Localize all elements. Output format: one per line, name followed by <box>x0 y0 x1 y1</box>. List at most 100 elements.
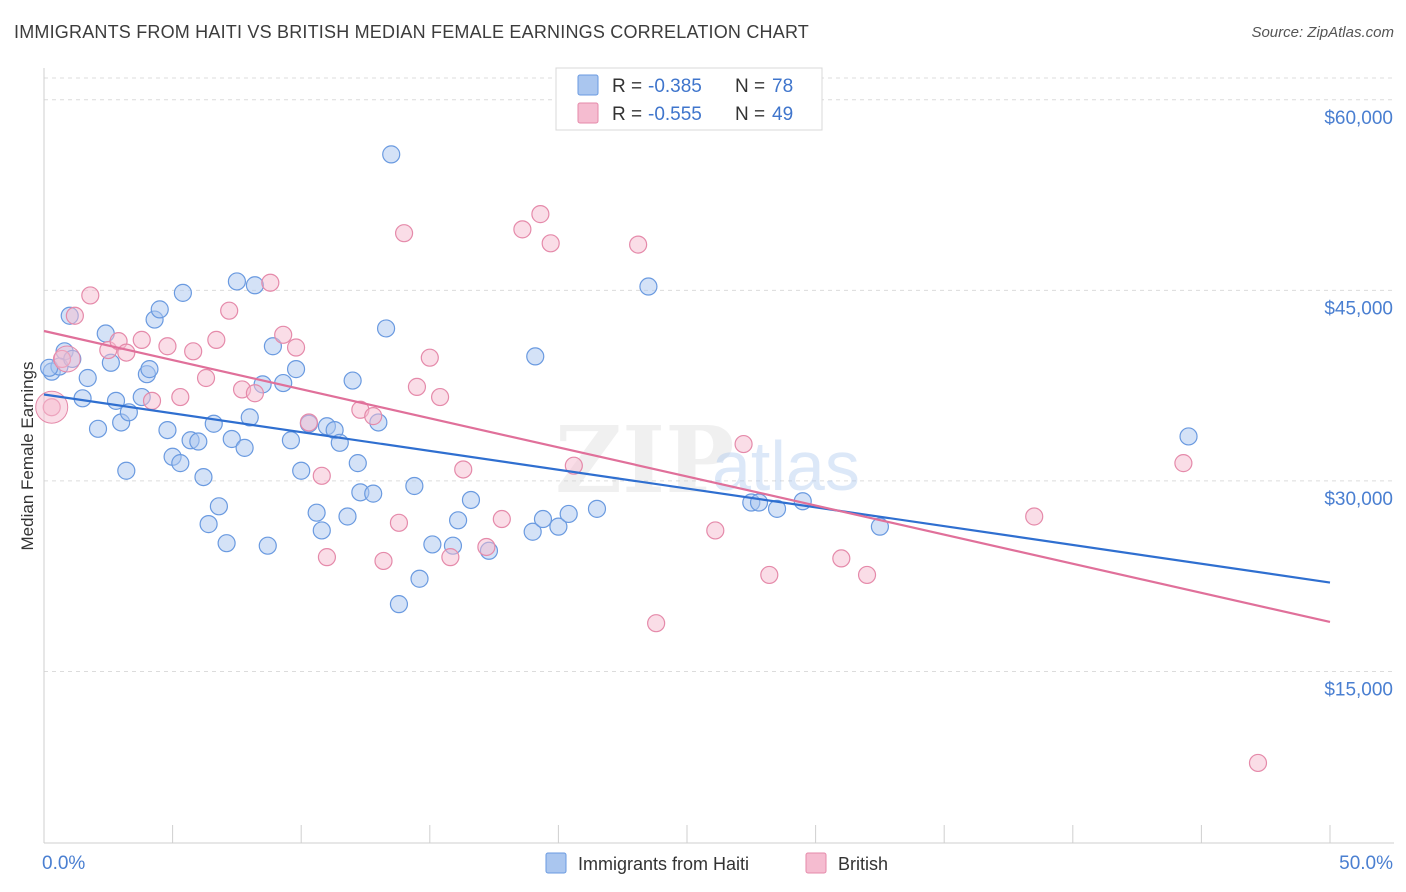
point-s0-65 <box>523 522 542 541</box>
point-s1-12 <box>196 368 216 388</box>
point-s1-24 <box>364 407 383 426</box>
stats-legend-n-label-1: N = <box>735 104 765 125</box>
point-s0-69 <box>587 499 607 518</box>
point-s1-45 <box>857 565 877 585</box>
stats-legend-n-label-0: N = <box>735 76 765 97</box>
point-s1-42 <box>734 434 753 454</box>
y-tick-label-2: $45,000 <box>1324 298 1393 319</box>
axes <box>43 68 1394 844</box>
point-s1-2 <box>65 306 84 325</box>
point-s0-58 <box>410 569 429 588</box>
point-s0-33 <box>240 408 259 427</box>
point-s1-27 <box>394 224 414 243</box>
point-s1-8 <box>142 391 162 410</box>
point-s0-6 <box>78 368 97 388</box>
point-s1-19 <box>286 338 306 357</box>
point-s0-75 <box>870 517 890 536</box>
point-large-british <box>35 390 69 424</box>
point-s1-30 <box>430 387 450 407</box>
point-s0-57 <box>405 476 424 496</box>
point-s1-38 <box>564 456 583 475</box>
point-s1-43 <box>760 565 779 585</box>
point-s0-49 <box>343 371 362 390</box>
series-legend: Immigrants from Haiti British <box>545 852 888 874</box>
point-s0-68 <box>559 504 578 524</box>
y-tick-label-3: $60,000 <box>1324 108 1393 129</box>
series-legend-swatch-1 <box>805 852 827 874</box>
point-s1-26 <box>389 513 409 532</box>
point-s1-3 <box>81 286 100 305</box>
y-tick-label-0: $15,000 <box>1324 679 1393 700</box>
point-s0-56 <box>389 595 409 614</box>
point-s0-7 <box>88 419 108 438</box>
point-s0-40 <box>286 360 306 379</box>
point-s0-64 <box>526 347 545 366</box>
source-label: Source: ZipAtlas.com <box>1251 24 1394 41</box>
point-s0-52 <box>364 484 383 503</box>
point-s1-44 <box>832 549 851 568</box>
stats-legend-n-value-0: 78 <box>772 76 793 97</box>
point-s1-37 <box>541 234 560 253</box>
point-s0-32 <box>235 438 254 457</box>
point-s1-20 <box>299 413 319 432</box>
point-s0-19 <box>158 420 177 440</box>
stats-legend-n-value-1: 49 <box>772 104 793 125</box>
point-s0-76 <box>1179 427 1198 446</box>
point-s0-16 <box>140 360 159 379</box>
series-legend-swatch-0 <box>545 852 567 874</box>
point-s0-39 <box>281 431 301 450</box>
stats-legend-r-value-0: -0.385 <box>648 76 702 97</box>
point-s0-44 <box>312 521 331 540</box>
point-s0-18 <box>150 300 169 319</box>
point-s1-7 <box>132 330 151 349</box>
point-s0-41 <box>292 461 311 480</box>
point-s1-13 <box>207 330 226 349</box>
point-s1-16 <box>245 384 265 403</box>
point-s1-36 <box>531 205 550 224</box>
point-s0-54 <box>376 319 396 338</box>
point-s0-13 <box>117 461 136 480</box>
stats-legend-r-label-0: R = <box>612 76 642 97</box>
point-s1-18 <box>274 325 293 344</box>
stats-legend-r-label-1: R = <box>612 104 642 125</box>
point-s1-1 <box>52 349 72 369</box>
trend-lines <box>43 329 1331 624</box>
point-s0-37 <box>263 337 283 356</box>
point-s1-40 <box>647 614 666 633</box>
point-s1-28 <box>407 377 427 396</box>
point-s0-62 <box>461 490 481 510</box>
series-legend-label-0: Immigrants from Haiti <box>578 854 749 874</box>
point-s0-67 <box>549 517 568 536</box>
point-s0-61 <box>448 511 468 530</box>
axis-labels: $15,000 $30,000 $45,000 $60,000 0.0% 50.0% Med… <box>18 108 1393 874</box>
stats-legend-r-value-1: -0.555 <box>648 104 702 125</box>
point-s1-39 <box>629 235 648 254</box>
point-large-british-2 <box>53 345 81 373</box>
grid <box>44 77 1394 672</box>
point-s1-14 <box>220 301 239 320</box>
point-s0-43 <box>307 503 326 522</box>
point-s1-33 <box>477 537 496 557</box>
point-s0-29 <box>217 534 236 553</box>
point-s1-6 <box>117 343 136 362</box>
point-s1-25 <box>374 551 393 571</box>
point-s0-72 <box>749 493 769 512</box>
point-s1-21 <box>312 466 331 485</box>
point-s1-17 <box>261 273 280 292</box>
point-s0-21 <box>171 454 190 473</box>
y-tick-label-1: $30,000 <box>1324 489 1393 510</box>
stats-legend: R = -0.385 N = 78 R = -0.555 N = 49 <box>555 67 823 131</box>
point-s0-34 <box>245 276 265 295</box>
point-s1-10 <box>171 387 190 407</box>
trend-line-1 <box>43 329 1331 624</box>
point-s0-31 <box>227 272 246 291</box>
x-tick-label-1: 50.0% <box>1339 853 1393 874</box>
point-s0-50 <box>348 454 367 473</box>
point-s1-35 <box>513 220 532 239</box>
point-s1-47 <box>1174 454 1193 473</box>
point-s1-9 <box>158 337 177 356</box>
point-s0-25 <box>194 467 213 487</box>
point-s0-73 <box>767 499 787 518</box>
point-s0-24 <box>189 432 208 451</box>
